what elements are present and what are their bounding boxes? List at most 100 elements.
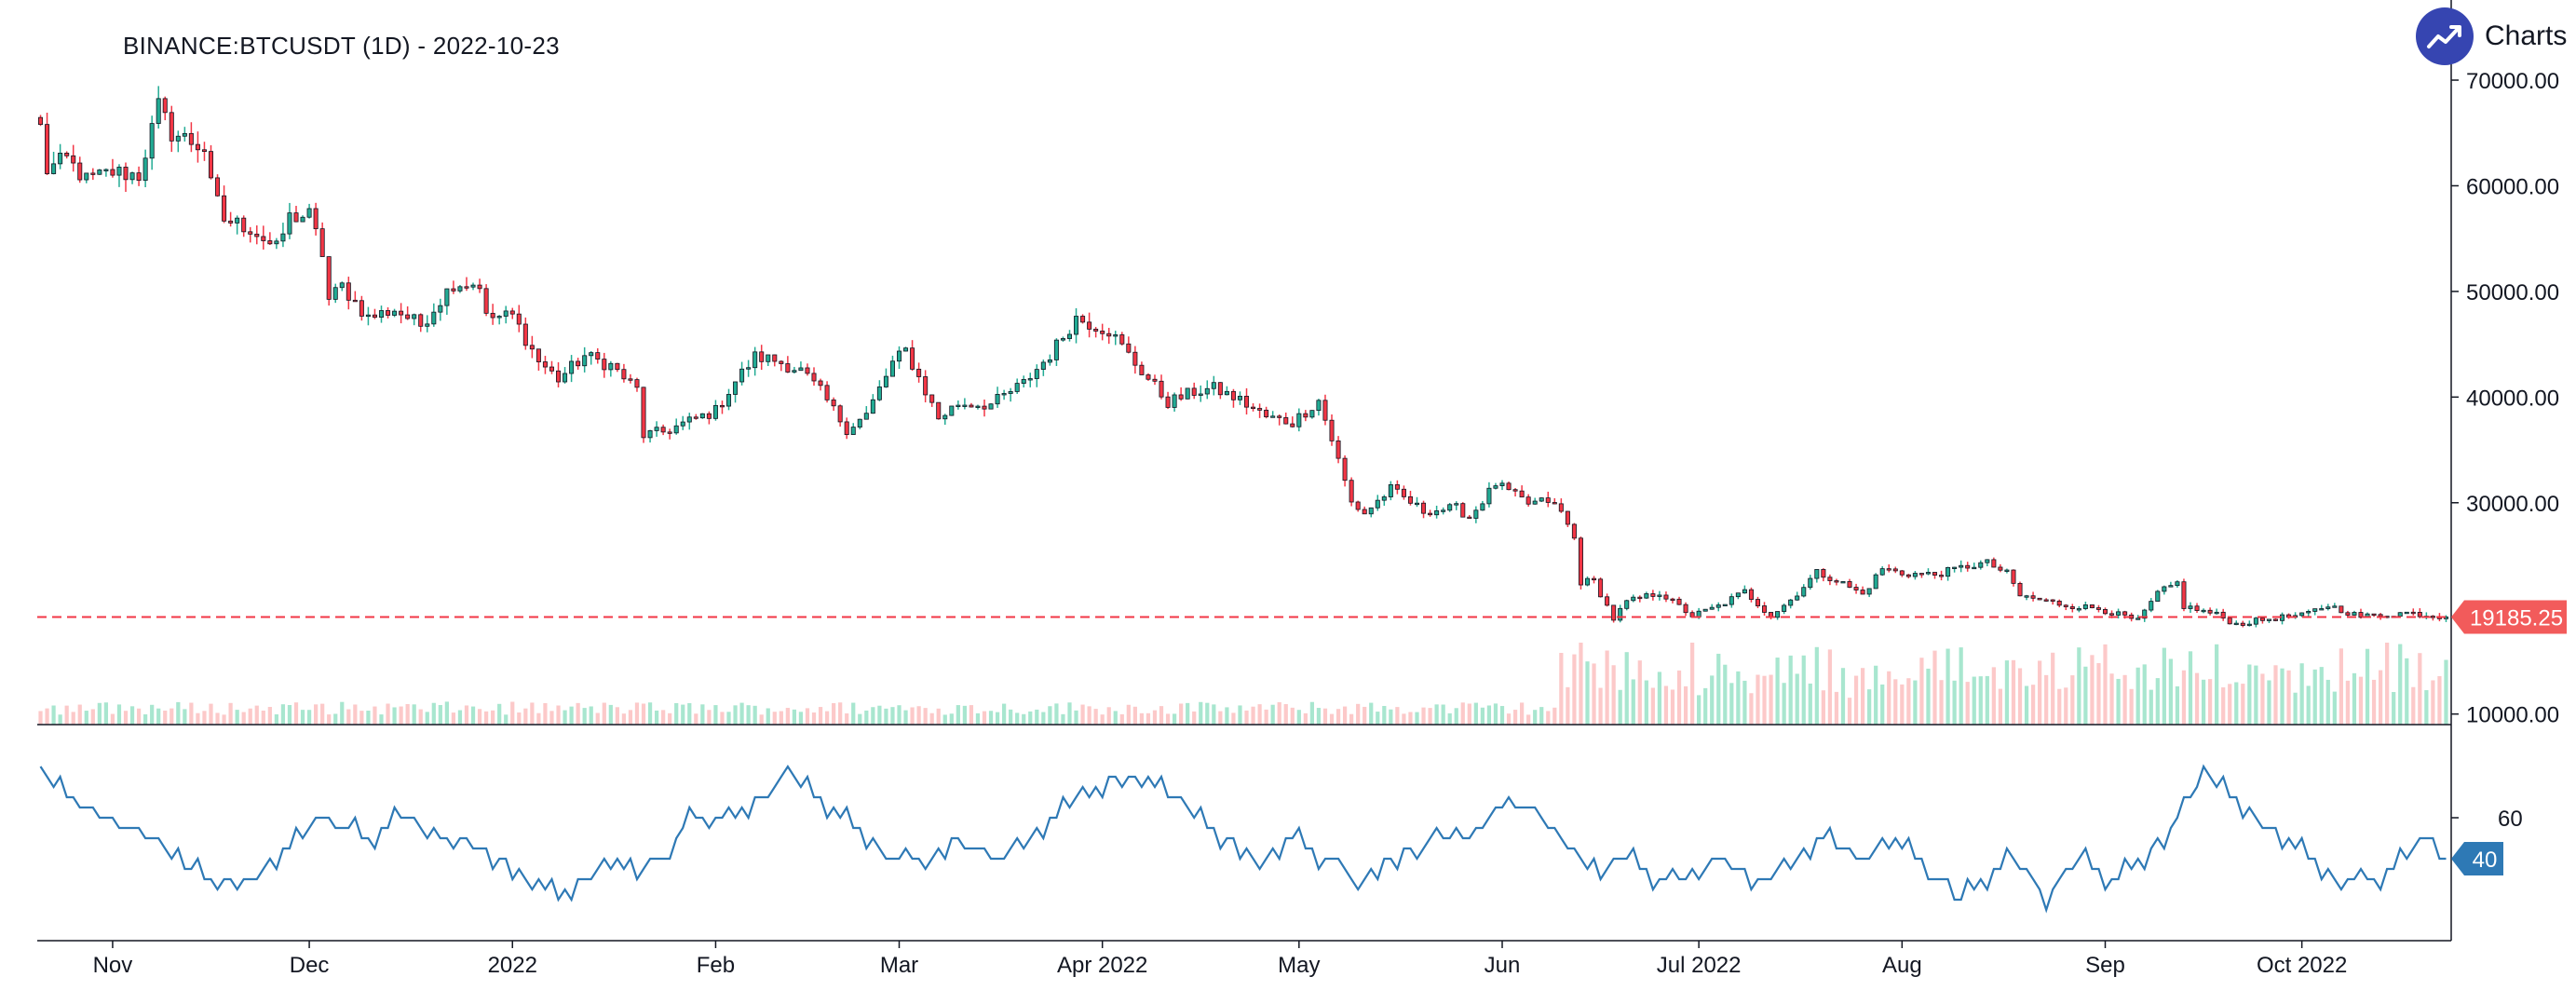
- candle-body: [1185, 387, 1190, 400]
- volume-bar: [1015, 712, 1020, 725]
- candle-body: [1447, 504, 1453, 511]
- volume-bar: [2286, 670, 2291, 725]
- candle-body: [84, 172, 89, 181]
- candle-body: [1905, 574, 1911, 577]
- candle-body: [942, 414, 948, 420]
- candle-body: [1918, 573, 1924, 576]
- candle-body: [824, 385, 830, 400]
- volume-bar: [1146, 712, 1151, 725]
- candle-body: [1414, 502, 1420, 506]
- candle-body: [2181, 581, 2187, 609]
- time-tick-label: Sep: [2085, 953, 2125, 978]
- volume-bar: [176, 701, 181, 725]
- volume-bar: [386, 703, 390, 725]
- candle-body: [850, 427, 856, 435]
- volume-bar: [2011, 659, 2016, 725]
- candle-body: [1762, 605, 1768, 613]
- candle-body: [876, 387, 882, 400]
- candle-body: [2207, 609, 2213, 614]
- candle-body: [1972, 566, 1977, 570]
- volume-bar: [2431, 680, 2435, 725]
- candle-body: [2188, 605, 2193, 609]
- volume-bar: [681, 704, 685, 725]
- volume-bar: [254, 705, 259, 725]
- time-tick-label: Nov: [93, 953, 133, 978]
- volume-bar: [183, 709, 187, 725]
- candle-body: [1605, 596, 1610, 606]
- candle-body: [1506, 482, 1512, 491]
- candle-body: [628, 378, 633, 381]
- candle-body: [686, 416, 692, 423]
- volume-bar: [438, 704, 442, 725]
- candle-body: [1368, 507, 1374, 515]
- volume-bar: [923, 708, 928, 725]
- time-tick-label: Mar: [880, 953, 918, 978]
- volume-bar: [470, 706, 476, 725]
- volume-bar: [818, 707, 823, 725]
- volume-bar: [720, 712, 725, 725]
- volume-bar: [2273, 665, 2278, 725]
- candle-body: [2168, 585, 2174, 588]
- volume-bar: [1486, 705, 1492, 725]
- volume-bar: [1408, 712, 1413, 725]
- candle-body: [1257, 408, 1263, 411]
- candle-body: [1644, 593, 1649, 599]
- volume-bar: [1369, 702, 1374, 725]
- candle-body: [1428, 512, 1433, 516]
- volume-bar: [936, 708, 941, 725]
- candle-body: [1991, 559, 1997, 568]
- volume-bar: [1808, 683, 1812, 725]
- candle-body: [1873, 574, 1878, 590]
- candle-body: [1198, 393, 1203, 396]
- volume-bar: [45, 708, 49, 725]
- volume-bar: [654, 710, 659, 725]
- candle-body: [1598, 578, 1604, 598]
- volume-bar: [399, 706, 403, 725]
- candle-body: [2116, 611, 2122, 616]
- candle-body: [982, 405, 987, 410]
- volume-bar: [235, 710, 239, 725]
- candle-body: [1381, 496, 1387, 501]
- volume-bar: [150, 704, 155, 725]
- volume-bar: [2168, 658, 2173, 725]
- time-tick-label: Oct 2022: [2257, 953, 2347, 978]
- candle-body: [2082, 604, 2088, 609]
- brand-badge[interactable]: Charts p: [2416, 7, 2576, 65]
- candle-body: [2095, 607, 2101, 610]
- volume-bar: [543, 703, 548, 725]
- volume-bar: [1867, 689, 1872, 725]
- candle-body: [1775, 611, 1781, 618]
- candle-body: [201, 149, 207, 153]
- volume-bar: [2004, 660, 2010, 725]
- candle-body: [365, 314, 371, 318]
- volume-bar: [1847, 698, 1852, 725]
- volume-bar: [2345, 680, 2351, 725]
- candle-body: [477, 284, 482, 290]
- candle-body: [2345, 612, 2351, 616]
- volume-bar: [58, 714, 62, 725]
- volume-bar: [1834, 691, 1839, 725]
- volume-bar: [2385, 643, 2390, 725]
- candle-body: [1558, 503, 1564, 512]
- candle-body: [2272, 618, 2279, 621]
- candle-body: [1571, 523, 1577, 539]
- candle-body: [188, 132, 194, 145]
- volume-bar: [759, 714, 764, 725]
- volume-bar: [647, 702, 653, 725]
- last-price-tag: 19185.25: [2451, 600, 2567, 634]
- volume-bar: [2332, 691, 2337, 725]
- volume-bar: [1598, 687, 1603, 725]
- volume-bar: [608, 704, 613, 725]
- candle-body: [2214, 611, 2219, 615]
- candle-body: [123, 167, 129, 181]
- candle-body: [929, 394, 935, 403]
- candle-body: [2135, 617, 2141, 620]
- volume-bar: [38, 711, 43, 725]
- candle-body: [1316, 400, 1322, 412]
- volume-bar: [1585, 661, 1590, 725]
- candle-body: [267, 240, 273, 245]
- volume-bar: [792, 709, 797, 725]
- candle-body: [2043, 599, 2049, 602]
- candle-body: [1892, 568, 1898, 572]
